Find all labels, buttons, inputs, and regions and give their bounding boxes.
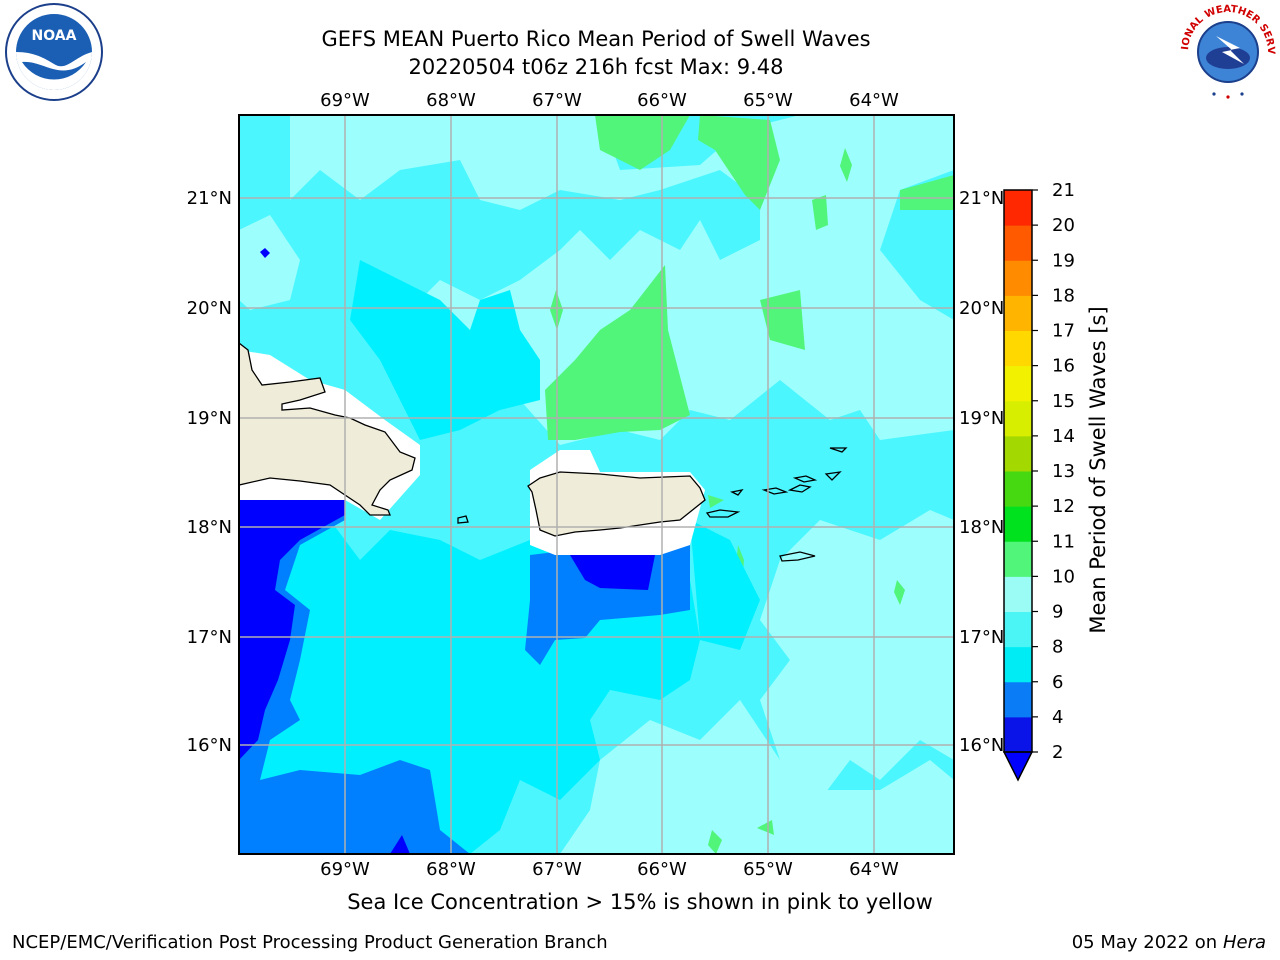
bottom-lon-label: 64°W bbox=[849, 859, 899, 880]
field-10s-7 bbox=[840, 148, 852, 182]
top-lon-label: 68°W bbox=[426, 90, 476, 111]
land-puerto-rico bbox=[527, 471, 706, 537]
colorbar-tick-label: 12 bbox=[1052, 496, 1075, 517]
field-10s-4 bbox=[760, 290, 805, 350]
field-2s-spot bbox=[260, 248, 270, 258]
colorbar-tick-label: 17 bbox=[1052, 321, 1075, 342]
colorbar-under-arrow bbox=[1002, 751, 1034, 782]
left-lat-label: 20°N bbox=[187, 298, 232, 319]
field-10s-10 bbox=[894, 580, 905, 605]
field-9s-south bbox=[560, 700, 954, 854]
colorbar: 2 4 6 8 9 10 11 12 13 14 15 16 17 18 19 20 21 bbox=[1002, 180, 1075, 782]
footer-date: 05 May 2022 on Hera bbox=[1072, 932, 1266, 953]
right-lat-label: 17°N bbox=[959, 627, 1004, 648]
top-lon-label: 64°W bbox=[849, 90, 899, 111]
chart-subtitle: 20220504 t06z 216h fcst Max: 9.48 bbox=[408, 55, 784, 79]
bottom-lon-label: 67°W bbox=[532, 859, 582, 880]
colorbar-label: Mean Period of Swell Waves [s] bbox=[1086, 306, 1110, 633]
colorbar-tick-label: 4 bbox=[1052, 707, 1063, 728]
noaa-logo: NOAA bbox=[5, 3, 103, 101]
colorbar-swatch bbox=[1004, 646, 1032, 683]
left-lat-label: 19°N bbox=[187, 408, 232, 429]
field-10s-11 bbox=[708, 495, 724, 508]
colorbar-tick-label: 11 bbox=[1052, 531, 1075, 552]
land-small-islands bbox=[457, 447, 848, 562]
colorbar-swatch bbox=[1004, 541, 1032, 577]
field-2s-bottom bbox=[390, 835, 410, 854]
colorbar-swatch bbox=[1004, 225, 1032, 261]
colorbar-swatch bbox=[1004, 295, 1032, 331]
colorbar-tick-label: 9 bbox=[1052, 602, 1063, 623]
colorbar-tick-label: 10 bbox=[1052, 566, 1075, 587]
axis-labels: 69°W 68°W 67°W 66°W 65°W 64°W 69°W 68°W … bbox=[187, 90, 1005, 880]
colorbar-tick-label: 8 bbox=[1052, 637, 1063, 658]
colorbar-tick-label: 19 bbox=[1052, 250, 1075, 271]
top-lon-label: 65°W bbox=[743, 90, 793, 111]
colorbar-tick-label: 14 bbox=[1052, 426, 1075, 447]
top-lon-label: 66°W bbox=[637, 90, 687, 111]
colorbar-tick-label: 6 bbox=[1052, 672, 1063, 693]
field-2s-pr bbox=[570, 555, 655, 590]
field-10s-12 bbox=[708, 830, 722, 854]
field-10s-2 bbox=[698, 115, 780, 210]
colorbar-swatch bbox=[1004, 330, 1032, 367]
footer-branch: NCEP/EMC/Verification Post Processing Pr… bbox=[12, 932, 608, 953]
colorbar-tick-label: 2 bbox=[1052, 742, 1063, 763]
top-lon-label: 69°W bbox=[320, 90, 370, 111]
bottom-lon-label: 68°W bbox=[426, 859, 476, 880]
bottom-lon-label: 66°W bbox=[637, 859, 687, 880]
colorbar-swatch bbox=[1004, 716, 1032, 753]
field-6s-east bbox=[690, 520, 760, 650]
colorbar-swatch bbox=[1004, 576, 1032, 612]
right-lat-label: 19°N bbox=[959, 408, 1004, 429]
colorbar-tick-label: 21 bbox=[1052, 180, 1075, 201]
field-9s-west bbox=[239, 215, 300, 310]
sea-ice-note: Sea Ice Concentration > 15% is shown in … bbox=[347, 890, 933, 914]
map-frame bbox=[238, 114, 955, 855]
colorbar-swatch bbox=[1004, 435, 1032, 472]
gridlines bbox=[239, 115, 954, 854]
left-lat-label: 16°N bbox=[187, 735, 232, 756]
colorbar-tick-label: 15 bbox=[1052, 391, 1075, 412]
colorbar-swatch bbox=[1004, 506, 1032, 542]
footer-machine: Hera bbox=[1222, 932, 1266, 953]
top-lon-label: 67°W bbox=[532, 90, 582, 111]
field-10s-5 bbox=[900, 175, 954, 210]
bottom-lon-label: 65°W bbox=[743, 859, 793, 880]
chart-title: GEFS MEAN Puerto Rico Mean Period of Swe… bbox=[321, 27, 871, 51]
nws-logo: NATIONAL WEATHER SERVICE bbox=[1178, 2, 1276, 99]
field-2s-west bbox=[239, 500, 345, 760]
colorbar-tick-label: 16 bbox=[1052, 356, 1075, 377]
left-lat-label: 18°N bbox=[187, 517, 232, 538]
right-lat-label: 20°N bbox=[959, 298, 1004, 319]
colorbar-swatch bbox=[1004, 400, 1032, 437]
colorbar-swatch bbox=[1004, 471, 1032, 507]
right-lat-label: 21°N bbox=[959, 188, 1004, 209]
field-10s-1 bbox=[595, 115, 690, 170]
right-lat-label: 18°N bbox=[959, 517, 1004, 538]
noaa-logo-text: NOAA bbox=[32, 28, 77, 44]
field-10s-13 bbox=[757, 820, 774, 835]
colorbar-tick-label: 13 bbox=[1052, 461, 1075, 482]
colorbar-swatch bbox=[1004, 190, 1032, 226]
left-lat-label: 21°N bbox=[187, 188, 232, 209]
field-9s-east bbox=[760, 510, 954, 800]
colorbar-tick-label: 20 bbox=[1052, 215, 1075, 236]
bottom-lon-label: 69°W bbox=[320, 859, 370, 880]
field-4s-south bbox=[239, 500, 470, 854]
footer-date-text: 05 May 2022 on bbox=[1071, 932, 1218, 953]
left-lat-label: 17°N bbox=[187, 627, 232, 648]
right-lat-label: 16°N bbox=[959, 735, 1004, 756]
colorbar-swatch bbox=[1004, 681, 1032, 718]
colorbar-swatch bbox=[1004, 260, 1032, 296]
colorbar-swatch bbox=[1004, 611, 1032, 648]
colorbar-tick-label: 18 bbox=[1052, 285, 1075, 306]
field-10s-6 bbox=[812, 195, 828, 230]
field-6s-mid bbox=[350, 260, 540, 440]
colorbar-swatch bbox=[1004, 365, 1032, 402]
